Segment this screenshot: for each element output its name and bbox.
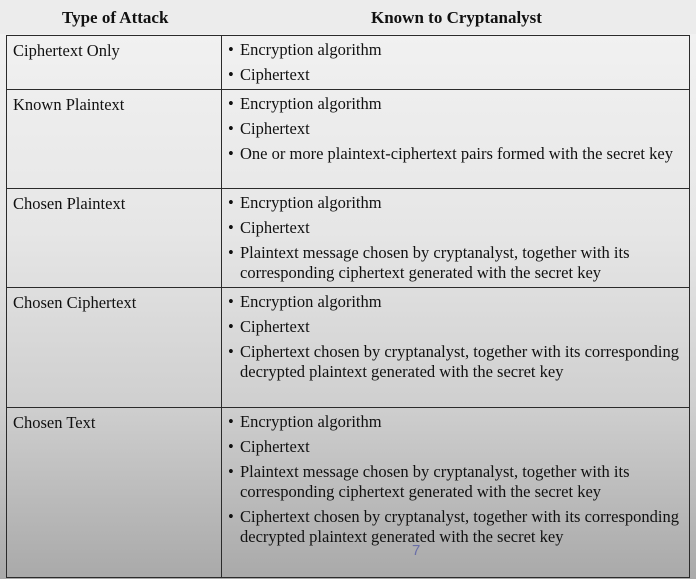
attack-type-cell: Chosen Text — [6, 407, 222, 578]
known-item: One or more plaintext-ciphertext pairs f… — [228, 144, 685, 164]
known-item: Ciphertext — [228, 218, 685, 238]
attack-type-cell: Known Plaintext — [6, 89, 222, 189]
known-item: Ciphertext — [228, 317, 685, 337]
attack-type-cell: Chosen Ciphertext — [6, 287, 222, 408]
known-item: Encryption algorithm — [228, 193, 685, 213]
known-item: Ciphertext — [228, 437, 685, 457]
attack-type-cell: Ciphertext Only — [6, 35, 222, 90]
known-cell: Encryption algorithm Ciphertext Cipherte… — [221, 287, 690, 408]
page-number: 7 — [412, 542, 421, 559]
table-row: Known Plaintext Encryption algorithm Cip… — [6, 89, 690, 189]
attack-table: Ciphertext Only Encryption algorithm Cip… — [6, 35, 690, 578]
known-item: Ciphertext — [228, 65, 685, 85]
known-cell: Encryption algorithm Ciphertext Plaintex… — [221, 188, 690, 288]
attack-type-cell: Chosen Plaintext — [6, 188, 222, 288]
known-cell: Encryption algorithm Ciphertext One or m… — [221, 89, 690, 189]
known-item: Encryption algorithm — [228, 40, 685, 60]
table-header: Type of Attack Known to Cryptanalyst — [0, 0, 696, 34]
known-item: Ciphertext chosen by cryptanalyst, toget… — [228, 342, 685, 382]
table-row: Chosen Ciphertext Encryption algorithm C… — [6, 287, 690, 408]
known-cell: Encryption algorithm Ciphertext Plaintex… — [221, 407, 690, 578]
known-item: Ciphertext chosen by cryptanalyst, toget… — [228, 507, 685, 547]
header-type-of-attack: Type of Attack — [62, 8, 169, 27]
header-known-to-cryptanalyst: Known to Cryptanalyst — [371, 8, 542, 27]
table-row: Chosen Plaintext Encryption algorithm Ci… — [6, 188, 690, 288]
known-item: Encryption algorithm — [228, 412, 685, 432]
table-row: Chosen Text Encryption algorithm Ciphert… — [6, 407, 690, 578]
known-cell: Encryption algorithm Ciphertext — [221, 35, 690, 90]
table-row: Ciphertext Only Encryption algorithm Cip… — [6, 35, 690, 90]
known-item: Encryption algorithm — [228, 94, 685, 114]
known-item: Encryption algorithm — [228, 292, 685, 312]
known-item: Ciphertext — [228, 119, 685, 139]
known-item: Plaintext message chosen by cryptanalyst… — [228, 462, 685, 502]
known-item: Plaintext message chosen by cryptanalyst… — [228, 243, 685, 283]
